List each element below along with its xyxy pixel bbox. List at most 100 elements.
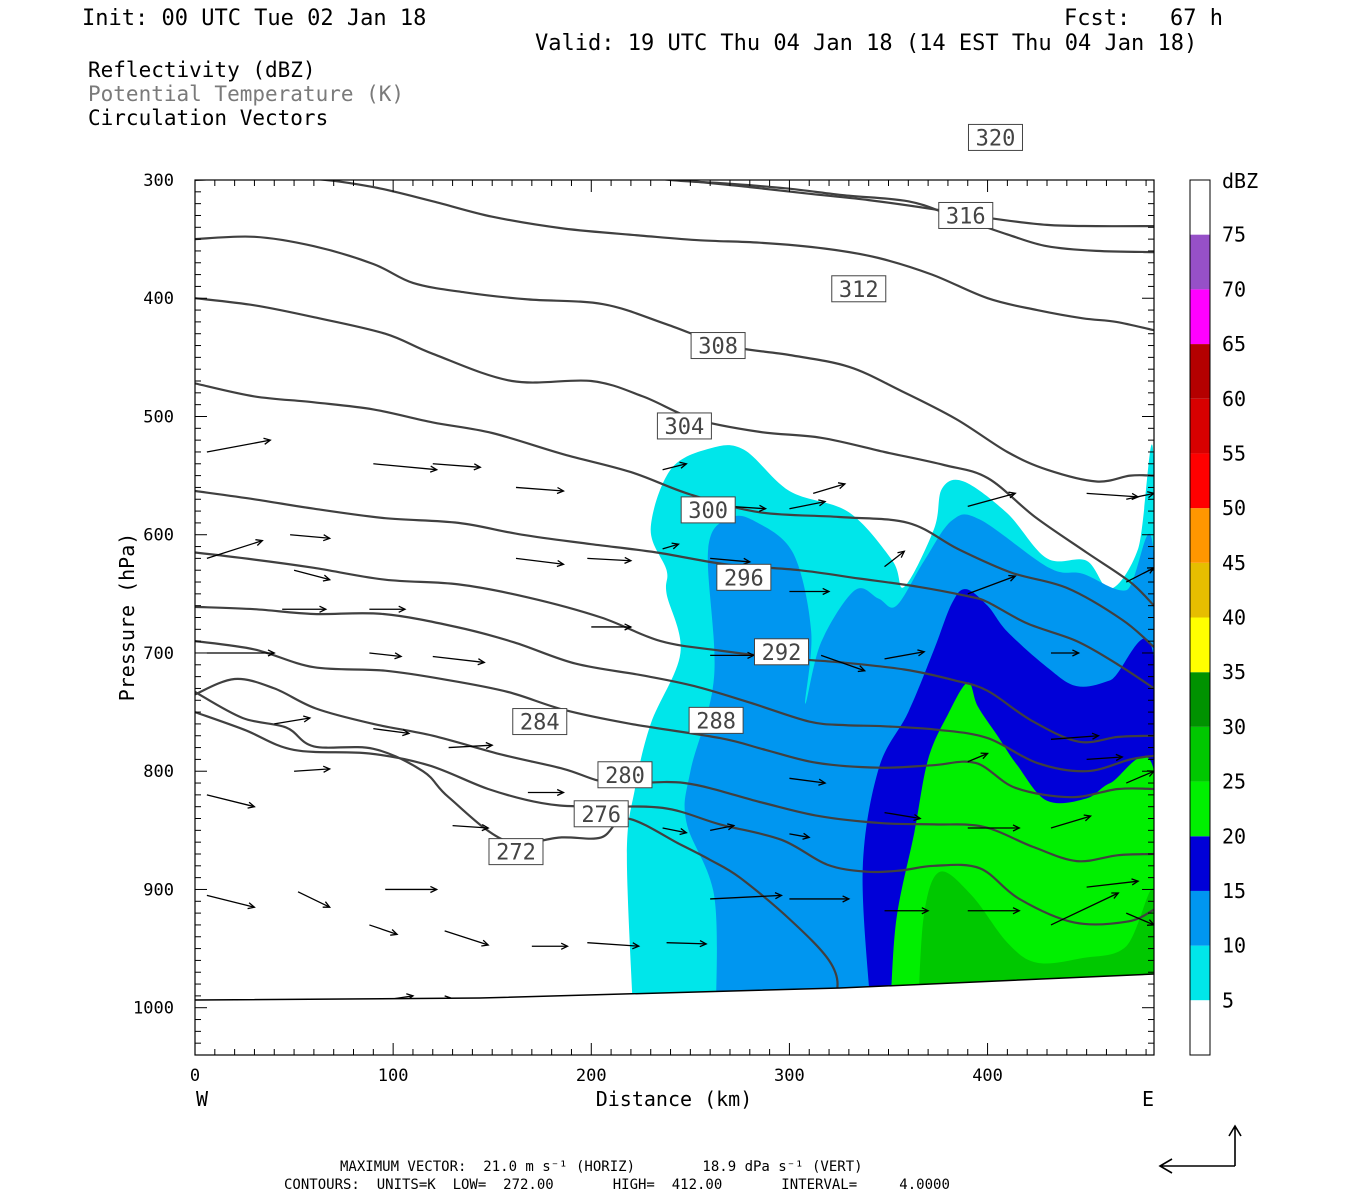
y-tick-label: 500	[143, 407, 174, 427]
circulation-vector	[206, 894, 256, 910]
circulation-vector	[531, 942, 569, 950]
colorbar-cell-15	[1190, 836, 1210, 891]
circulation-vector	[369, 652, 403, 660]
circulation-vector	[587, 942, 641, 950]
colorbar-cell-bottom	[1190, 1000, 1210, 1055]
field-reflectivity: Reflectivity (dBZ)	[88, 58, 316, 82]
circulation-vector	[274, 715, 312, 725]
colorbar-label: 5	[1222, 988, 1234, 1012]
circulation-vector	[710, 557, 752, 566]
circulation-vector	[1050, 732, 1100, 740]
circulation-vector	[1050, 814, 1093, 829]
ground-line	[194, 973, 1155, 1001]
circulation-vector	[1126, 491, 1154, 500]
y-tick-label: 400	[143, 289, 174, 309]
x-tick-label: 200	[576, 1066, 607, 1086]
colorbar-cell-50	[1190, 453, 1210, 509]
y-tick-label: 1000	[133, 999, 174, 1019]
colorbar-label: 50	[1222, 496, 1246, 520]
circulation-vector	[1086, 878, 1140, 888]
circulation-vector	[789, 777, 827, 786]
circulation-vector	[206, 794, 256, 809]
y-tick-label: 700	[143, 644, 174, 664]
colorbar-label: 40	[1222, 606, 1246, 630]
y-axis-label: Pressure (hPa)	[115, 533, 139, 702]
theta-label-284: 284	[520, 711, 560, 736]
circulation-vector	[813, 482, 847, 494]
circulation-vector	[967, 574, 1017, 595]
x-tick-label: 100	[378, 1066, 409, 1086]
theta-label-box-316	[938, 201, 994, 229]
theta-contour-316	[659, 180, 1154, 254]
colorbar-label: 65	[1222, 332, 1246, 356]
circulation-vector	[884, 550, 906, 568]
colorbar-cell-55	[1190, 398, 1210, 454]
colorbar-label: 60	[1222, 387, 1246, 411]
colorbar-cell-20	[1190, 781, 1210, 837]
colorbar-label: 70	[1222, 277, 1246, 301]
theta-contours	[195, 180, 1154, 1009]
ground-mask	[195, 974, 1154, 1056]
circulation-vector	[297, 891, 332, 908]
colorbar-label: 10	[1222, 934, 1246, 958]
colorbar-cell-60	[1190, 344, 1210, 399]
circulation-vector	[385, 885, 439, 894]
field-legend: Reflectivity (dBZ) Potential Temperature…	[88, 58, 404, 130]
footer-max-vector: MAXIMUM VECTOR: 21.0 m s⁻¹ (HORIZ) 18.9 …	[340, 1159, 863, 1175]
circulation-vector	[884, 907, 930, 915]
circulation-vector	[515, 557, 565, 568]
circulation-vector	[1086, 753, 1124, 762]
theta-label-276: 276	[581, 803, 621, 828]
field-circulation-vectors: Circulation Vectors	[88, 106, 329, 130]
circulation-vector	[282, 605, 328, 613]
valid-time: Valid: 19 UTC Thu 04 Jan 18 (14 EST Thu …	[535, 31, 1198, 56]
colorbar-cell-35	[1190, 617, 1210, 673]
colorbar-label: 15	[1222, 879, 1246, 903]
theta-label-box-296	[716, 563, 772, 591]
x-tick-label: 300	[774, 1066, 805, 1086]
circulation-vector	[369, 924, 399, 936]
circulation-vector	[206, 539, 264, 559]
circulation-vector	[452, 823, 490, 832]
theta-contour-288	[195, 605, 1154, 773]
colorbar-cell-top	[1190, 180, 1210, 235]
circulation-vector	[820, 654, 867, 673]
circulation-vector	[662, 827, 688, 836]
circulation-vector	[710, 651, 756, 659]
circulation-vector	[432, 655, 486, 666]
circulation-vector	[967, 491, 1017, 507]
forecast-hour: Fcst: 67 h	[1064, 6, 1223, 31]
theta-label-box-288	[688, 706, 744, 734]
colorbar-cell-45	[1190, 508, 1210, 563]
circulation-vector	[967, 907, 1021, 915]
circulation-vector	[967, 752, 989, 763]
circulation-vector	[967, 824, 1021, 832]
colorbar-cell-10	[1190, 890, 1210, 946]
circulation-vector	[1050, 649, 1081, 657]
circulation-vector	[662, 461, 688, 471]
y-tick-label: 300	[143, 171, 174, 191]
circulation-vector	[448, 741, 494, 750]
x-tick-label: 400	[972, 1066, 1003, 1086]
colorbar-label: 75	[1222, 223, 1246, 247]
footer-contours: CONTOURS: UNITS=K LOW= 272.00 HIGH= 412.…	[284, 1177, 950, 1193]
theta-label-box-276	[573, 800, 629, 828]
circulation-vector	[373, 463, 439, 473]
theta-label-box-280	[597, 761, 653, 789]
theta-label-300: 300	[688, 499, 728, 524]
reflectivity-25-dbz	[918, 871, 1154, 1008]
circulation-vector	[710, 892, 783, 900]
circulation-vector	[294, 765, 332, 773]
theta-contour-292	[195, 551, 1154, 744]
theta-label-box-320	[967, 123, 1023, 151]
colorbar-label: 20	[1222, 824, 1246, 848]
circulation-vector	[527, 788, 566, 797]
circulation-vector	[444, 930, 490, 947]
field-potential-temperature: Potential Temperature (K)	[88, 82, 405, 106]
colorbar-cell-40	[1190, 562, 1210, 618]
circulation-vector	[789, 499, 827, 510]
circulation-vector	[369, 605, 407, 613]
theta-label-box-272	[488, 838, 544, 866]
x-end-west: W	[196, 1087, 209, 1111]
